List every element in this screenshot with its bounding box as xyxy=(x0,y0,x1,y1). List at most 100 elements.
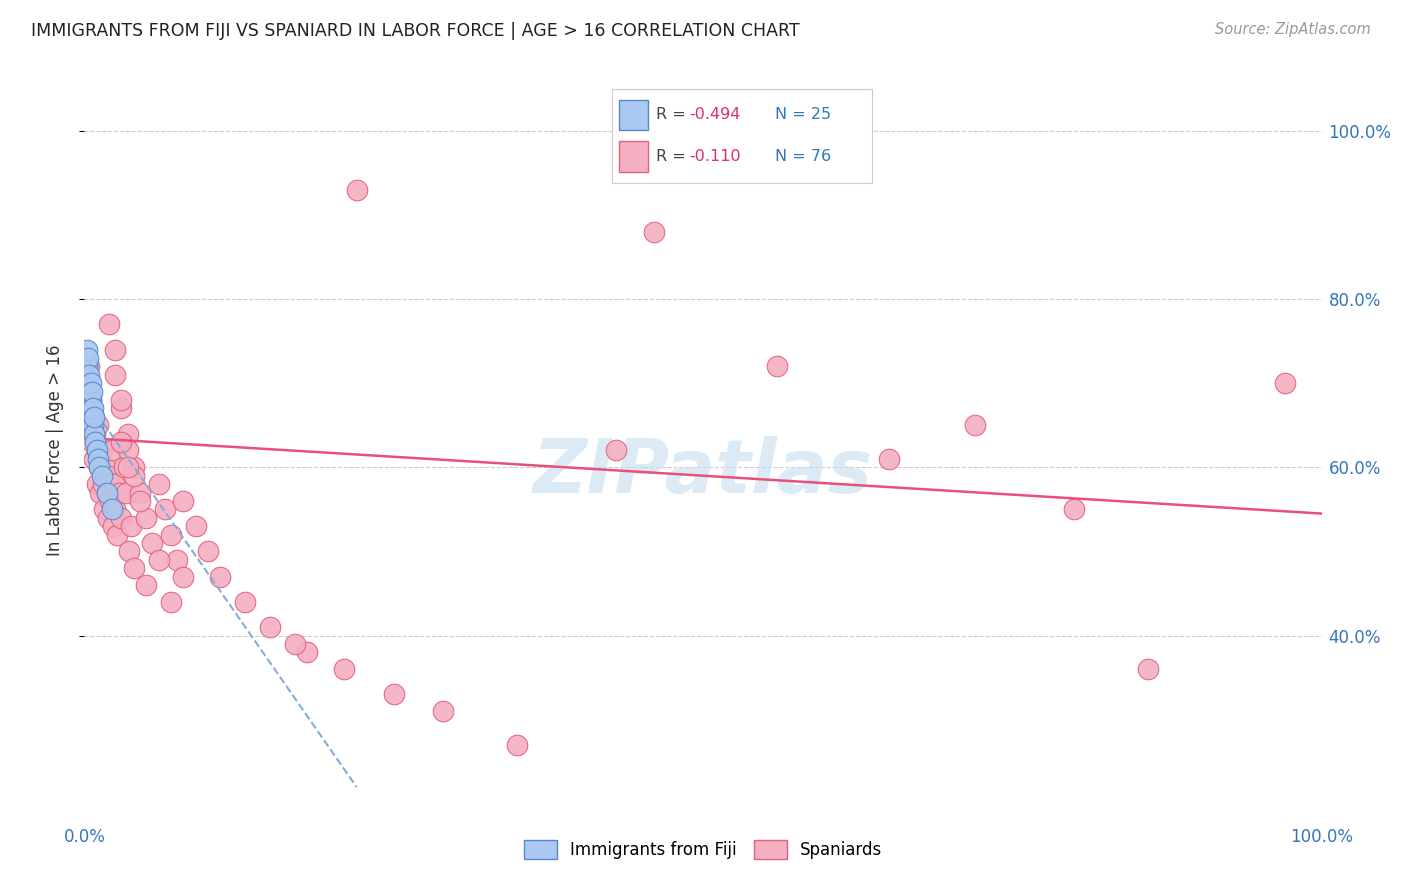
Point xyxy=(86,477,108,491)
Point xyxy=(80,409,103,424)
Point xyxy=(79,384,101,399)
Point xyxy=(97,510,120,524)
Point xyxy=(129,494,152,508)
Text: -0.494: -0.494 xyxy=(690,107,741,122)
Text: IMMIGRANTS FROM FIJI VS SPANIARD IN LABOR FORCE | AGE > 16 CORRELATION CHART: IMMIGRANTS FROM FIJI VS SPANIARD IN LABO… xyxy=(31,22,800,40)
Text: R =: R = xyxy=(655,107,690,122)
Point xyxy=(153,502,176,516)
Point xyxy=(172,569,194,583)
Point xyxy=(101,519,124,533)
Point xyxy=(105,527,128,541)
Point xyxy=(79,368,101,382)
Point xyxy=(506,738,529,752)
Text: N = 25: N = 25 xyxy=(776,107,831,122)
Point xyxy=(93,502,115,516)
Point xyxy=(110,435,132,450)
Point xyxy=(76,343,98,357)
Point xyxy=(148,553,170,567)
Point xyxy=(83,451,105,466)
Text: Source: ZipAtlas.com: Source: ZipAtlas.com xyxy=(1215,22,1371,37)
Point xyxy=(118,544,141,558)
Legend: Immigrants from Fiji, Spaniards: Immigrants from Fiji, Spaniards xyxy=(517,833,889,865)
Point xyxy=(117,426,139,441)
Point xyxy=(104,368,127,382)
Point xyxy=(90,443,112,458)
Point xyxy=(80,384,103,399)
Point xyxy=(75,351,97,365)
Point xyxy=(86,443,108,458)
Point xyxy=(82,418,104,433)
Point xyxy=(82,401,104,416)
Point xyxy=(96,485,118,500)
Point xyxy=(79,426,101,441)
Point xyxy=(80,435,103,450)
Point xyxy=(284,637,307,651)
Point xyxy=(122,561,145,575)
Point xyxy=(108,485,131,500)
Point xyxy=(1137,662,1160,676)
Point xyxy=(84,435,107,450)
Point xyxy=(166,553,188,567)
Point xyxy=(209,569,232,583)
Point xyxy=(87,451,110,466)
Point xyxy=(89,460,111,475)
Point xyxy=(77,376,100,391)
Text: R =: R = xyxy=(655,149,696,163)
Point xyxy=(76,392,98,407)
Point xyxy=(148,477,170,491)
Point xyxy=(382,688,405,702)
Point xyxy=(100,443,122,458)
Text: ZIPatlas: ZIPatlas xyxy=(533,436,873,509)
Point xyxy=(77,351,100,365)
Point xyxy=(295,645,318,659)
Point xyxy=(79,376,101,391)
Point xyxy=(96,485,118,500)
Point xyxy=(965,418,987,433)
Point xyxy=(129,485,152,500)
Point xyxy=(141,536,163,550)
Point xyxy=(91,477,114,491)
Point xyxy=(86,443,108,458)
Point xyxy=(259,620,281,634)
Point xyxy=(160,595,183,609)
Point xyxy=(172,494,194,508)
Point xyxy=(79,392,101,407)
Point xyxy=(104,343,127,357)
Point xyxy=(184,519,207,533)
Point xyxy=(103,477,125,491)
Point xyxy=(79,359,101,374)
Point xyxy=(605,443,627,458)
Point xyxy=(160,527,183,541)
Point xyxy=(89,485,111,500)
FancyBboxPatch shape xyxy=(620,100,648,130)
Point xyxy=(333,662,356,676)
Point xyxy=(100,502,122,516)
Point xyxy=(94,460,117,475)
Point xyxy=(79,392,101,407)
Point xyxy=(112,460,135,475)
Point xyxy=(115,485,138,500)
Point xyxy=(117,460,139,475)
Point xyxy=(432,704,454,718)
Point xyxy=(79,392,101,407)
Point xyxy=(233,595,256,609)
Point xyxy=(110,392,132,407)
Point xyxy=(104,502,127,516)
Point xyxy=(77,368,100,382)
Point xyxy=(89,460,111,475)
Point xyxy=(766,359,789,374)
Point xyxy=(83,426,105,441)
Point xyxy=(1063,502,1085,516)
Point xyxy=(1274,376,1296,391)
Point xyxy=(83,409,105,424)
Point xyxy=(98,494,121,508)
Point xyxy=(87,418,110,433)
Point xyxy=(98,318,121,332)
Point xyxy=(98,468,121,483)
Text: N = 76: N = 76 xyxy=(776,149,831,163)
Point xyxy=(643,225,665,239)
Point xyxy=(110,510,132,524)
Point xyxy=(90,468,112,483)
Point xyxy=(79,401,101,416)
Point xyxy=(877,451,900,466)
